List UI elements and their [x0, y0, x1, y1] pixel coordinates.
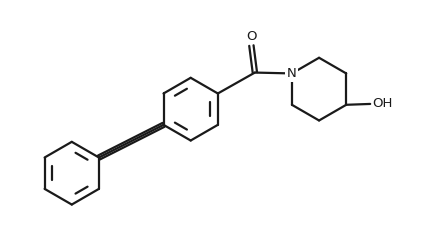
Text: N: N — [287, 67, 297, 80]
Text: O: O — [246, 30, 257, 43]
Text: OH: OH — [372, 97, 393, 110]
